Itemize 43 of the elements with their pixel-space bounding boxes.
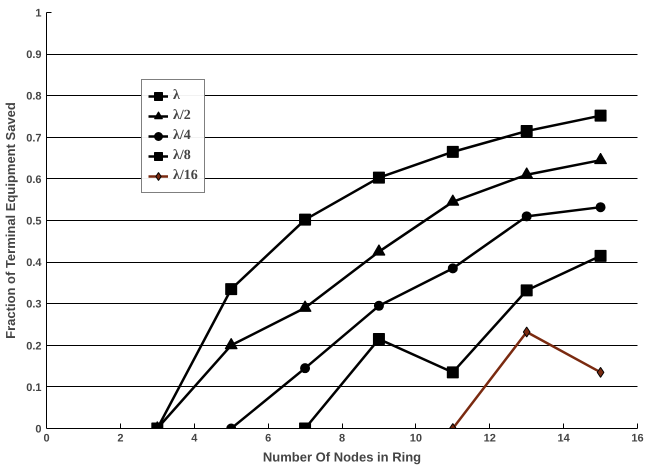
x-tick-label: 6: [265, 432, 272, 444]
point: [225, 283, 238, 296]
y-tick-label: 0.6: [26, 174, 42, 186]
point: [300, 363, 310, 374]
point: [594, 110, 607, 122]
point: [596, 202, 606, 212]
x-tick-label: 0: [43, 432, 50, 444]
y-axis-title: Fraction of Terminal Equipment Saved: [3, 102, 18, 339]
y-tick-label: 0: [35, 424, 42, 436]
y-tick-label: 1: [35, 8, 42, 20]
x-tick-label: 8: [338, 432, 346, 444]
y-tick-label: 0.8: [26, 90, 42, 103]
x-tick-label: 4: [191, 432, 198, 444]
x-tick-label: 2: [117, 432, 124, 444]
point: [446, 366, 459, 378]
point: [594, 250, 607, 262]
point: [448, 263, 458, 274]
legend-label: λ/4: [173, 128, 192, 144]
x-tick-label: 10: [410, 432, 422, 444]
point: [522, 211, 532, 222]
y-tick-label: 0.3: [26, 298, 42, 311]
y-tick-label: 0.4: [26, 257, 42, 270]
legend-label: λ/8: [173, 148, 192, 164]
point: [299, 214, 312, 226]
legend-label: λ: [173, 88, 181, 104]
y-tick-label: 0.9: [26, 49, 42, 62]
legend-label: λ/16: [173, 168, 198, 184]
point: [446, 146, 459, 158]
point: [372, 172, 385, 184]
point: [520, 125, 533, 138]
x-tick-label: 12: [484, 432, 496, 444]
point: [374, 300, 384, 311]
y-tick-label: 0.2: [26, 340, 42, 352]
x-axis-title: Number Of Nodes in Ring: [262, 450, 422, 464]
point: [372, 333, 385, 346]
point: [522, 326, 531, 338]
x-tick-label: 14: [558, 432, 571, 444]
y-tick-label: 0.5: [26, 216, 42, 228]
x-tick-label: 16: [631, 432, 644, 444]
y-tick-label: 0.1: [26, 382, 42, 394]
y-tick-label: 0.7: [26, 132, 42, 144]
legend-label: λ/2: [173, 108, 192, 124]
point: [520, 284, 533, 296]
